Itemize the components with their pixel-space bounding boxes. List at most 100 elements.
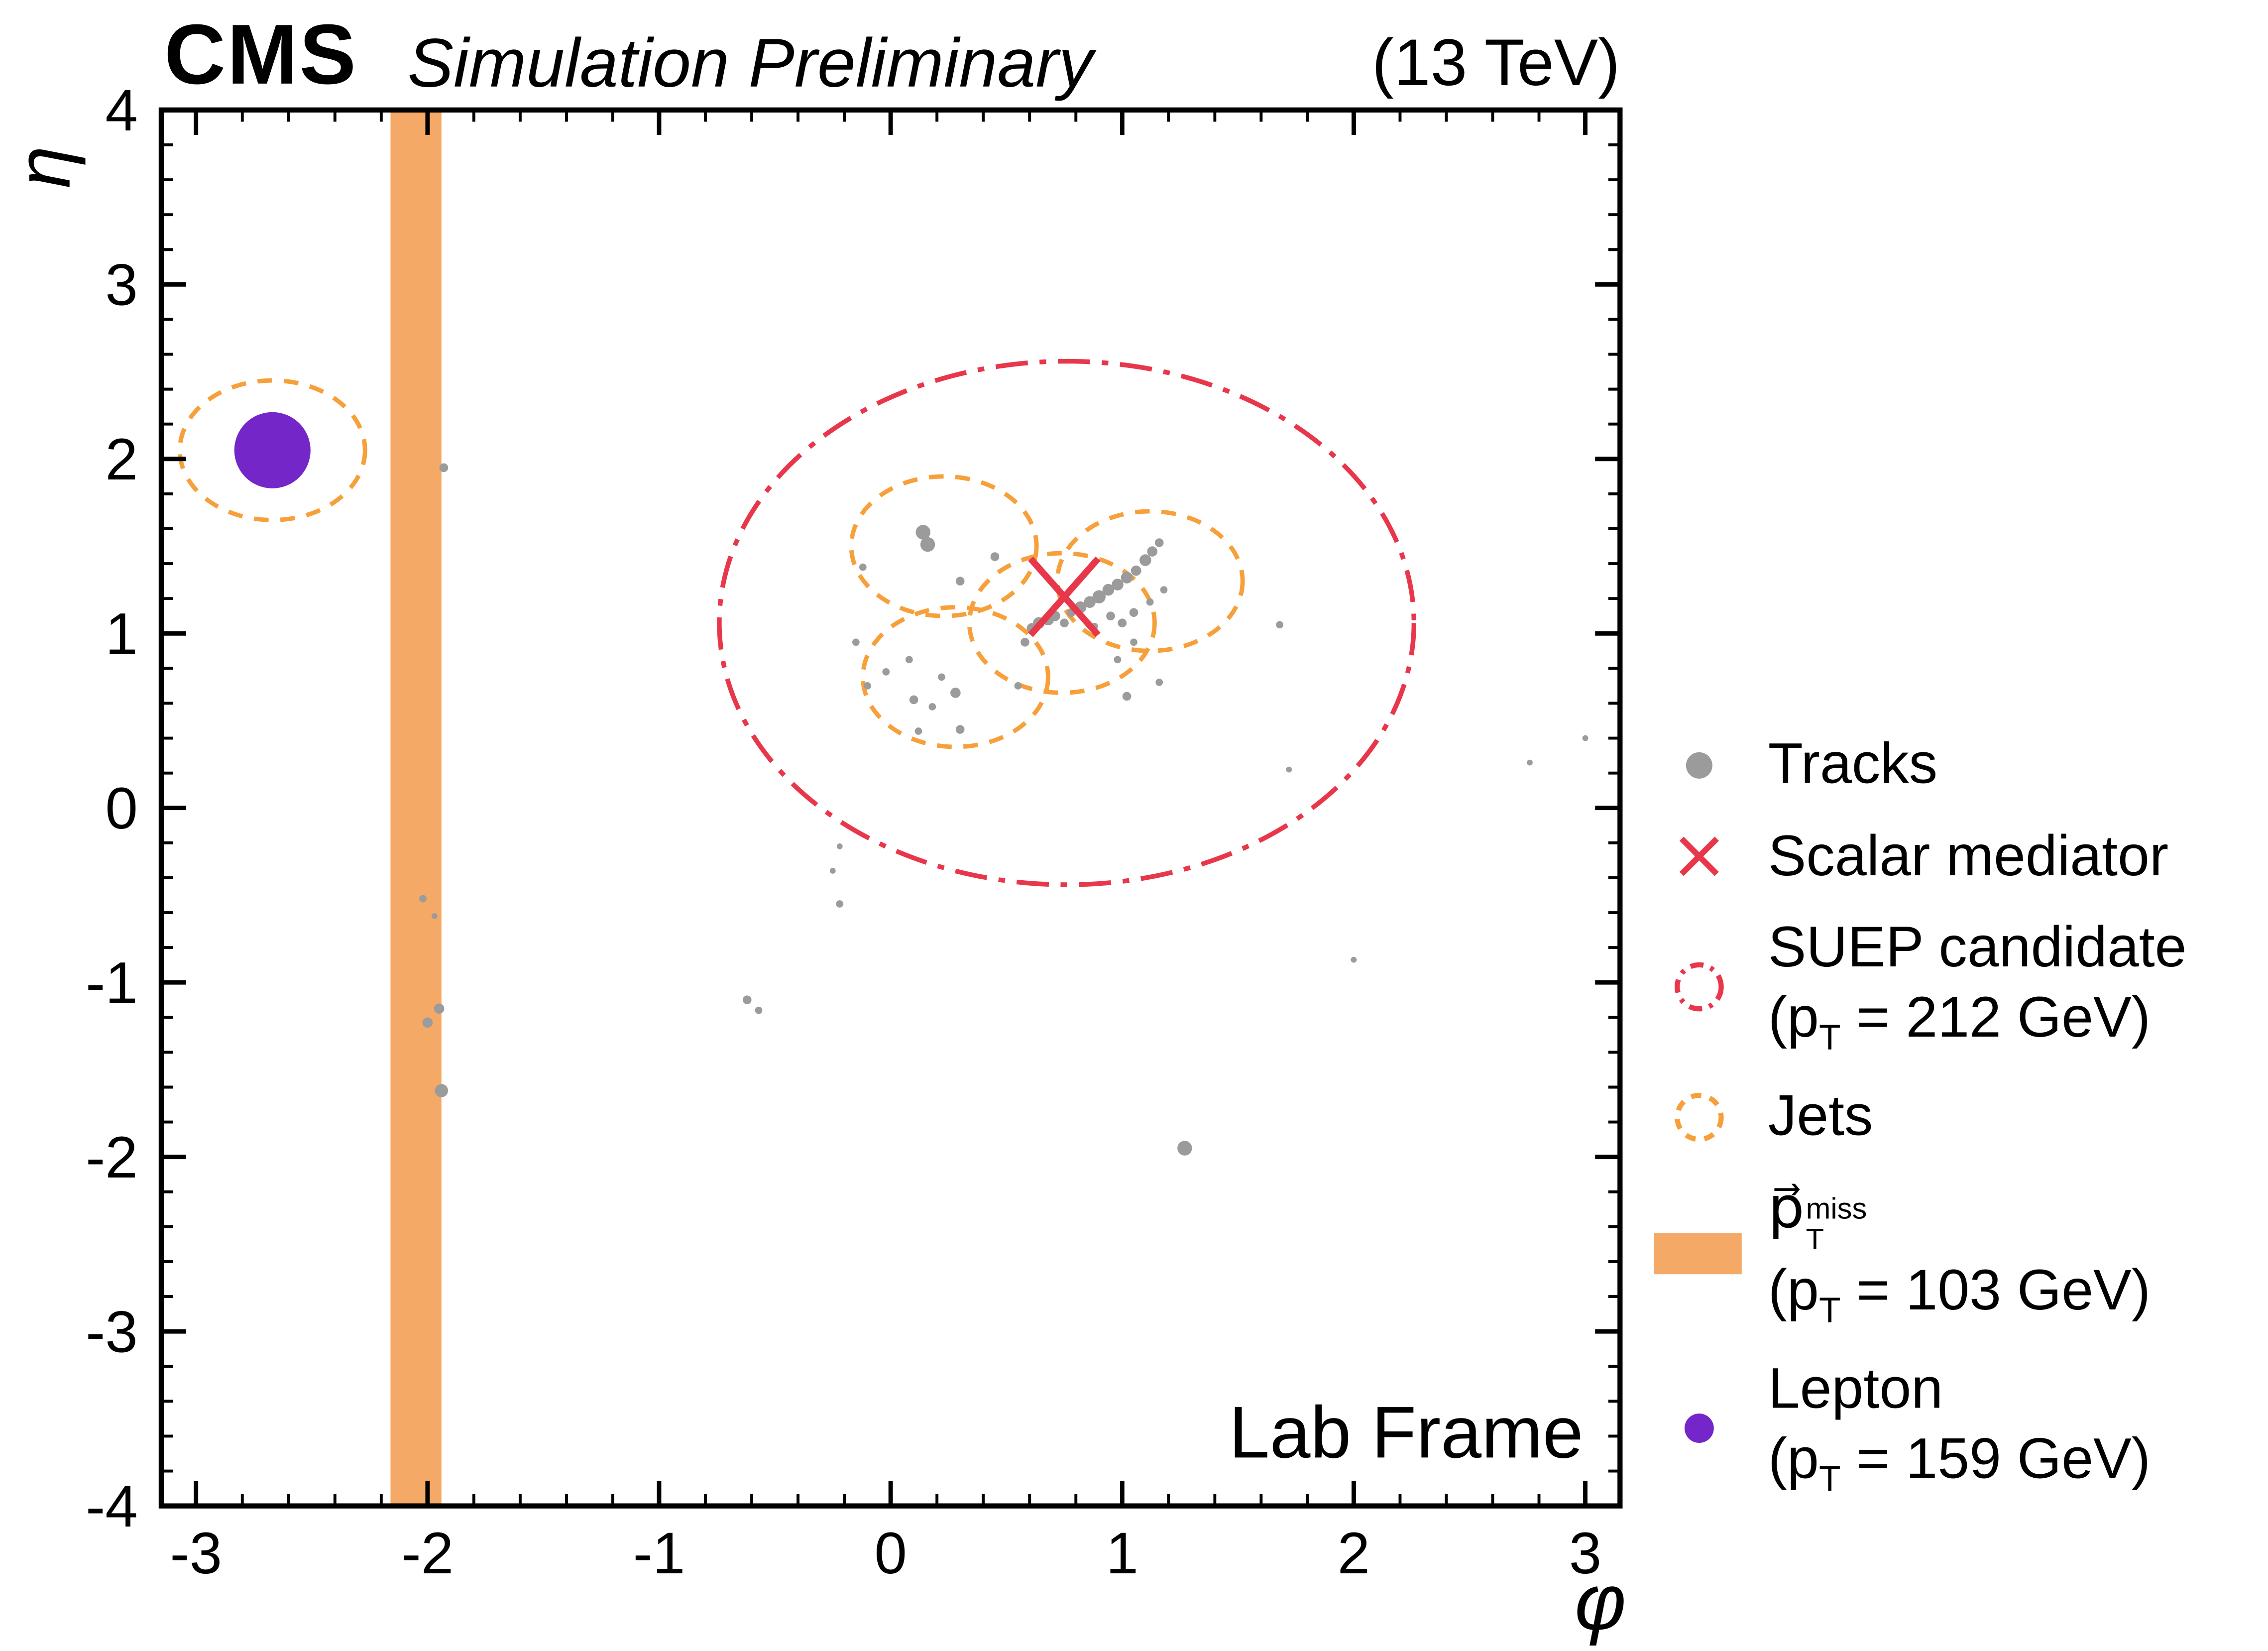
track-point [742, 995, 752, 1005]
legend-label-suep-candidate: SUEP candidate (pT = 212 GeV) [1768, 917, 2187, 1058]
x-tick-label: 0 [874, 1520, 907, 1586]
legend-item-lepton: Lepton (pT = 159 GeV) [1651, 1355, 2186, 1501]
legend-label-tracks: Tracks [1768, 733, 1938, 797]
track-point [836, 843, 843, 849]
legend-label-jets: Jets [1768, 1085, 1873, 1149]
met-band [390, 110, 442, 1506]
track-point [914, 727, 922, 735]
track-point [1122, 692, 1132, 701]
jet-ellipse [849, 474, 1039, 618]
cms-logo-text: CMS [164, 7, 358, 103]
lepton-marker [234, 412, 311, 488]
track-point [431, 913, 438, 919]
y-tick-label: 0 [105, 775, 138, 841]
track-point [920, 537, 935, 552]
x-tick-label: -1 [633, 1520, 685, 1586]
y-tick-label: 4 [105, 77, 138, 143]
axis-frame [158, 107, 1623, 1509]
track-point [882, 668, 890, 676]
track-point [928, 703, 936, 710]
lab-frame-label: Lab Frame [1229, 1391, 1584, 1474]
track-point [1112, 579, 1124, 590]
jet-ellipse [1055, 509, 1245, 653]
track-point [755, 1006, 763, 1014]
track-point [1084, 596, 1096, 608]
track-point [1146, 598, 1154, 606]
track-point [419, 895, 427, 903]
legend-label-scalar-mediator: Scalar mediator [1768, 825, 2169, 888]
track-point [905, 656, 913, 664]
lepton-marker-icon [1651, 1399, 1747, 1457]
legend-item-met: p⃗ miss T (pT = 103 GeV) [1651, 1175, 2186, 1333]
track-point [1121, 572, 1133, 584]
x-tick-label: 1 [1106, 1520, 1139, 1586]
jet-ellipse [177, 378, 367, 522]
track-point [1014, 682, 1022, 690]
track-point [422, 1017, 433, 1028]
legend-label-lepton: Lepton (pT = 159 GeV) [1768, 1358, 2151, 1499]
track-point [1155, 679, 1163, 686]
track-point [1582, 735, 1588, 741]
track-point [938, 673, 945, 681]
energy-label: (13 TeV) [1371, 25, 1620, 100]
x-axis-title-phi: φ [1575, 1558, 1626, 1647]
y-tick-label: -4 [86, 1473, 138, 1539]
track-point [864, 682, 871, 690]
legend-label-met: p⃗ miss T (pT = 103 GeV) [1768, 1178, 2151, 1331]
scalar-mediator-marker-icon [1651, 825, 1747, 889]
x-tick-label: 2 [1338, 1520, 1370, 1586]
track-point [859, 563, 867, 571]
track-point [1527, 759, 1533, 766]
met-band-layer [390, 110, 442, 1506]
track-point [829, 868, 836, 874]
y-tick-label: 1 [105, 601, 138, 667]
legend-item-jets: Jets [1651, 1082, 2186, 1153]
track-point [1160, 586, 1168, 594]
track-point [1351, 956, 1357, 963]
track-point [439, 463, 449, 472]
track-point [836, 900, 844, 908]
legend-item-tracks: Tracks [1651, 730, 2186, 800]
track-point [852, 638, 860, 646]
track-point [1177, 1141, 1192, 1156]
track-point [1276, 621, 1283, 629]
y-tick-label: -1 [86, 949, 138, 1015]
track-point [1139, 554, 1151, 566]
track-point [990, 552, 1000, 561]
suep-candidate-ellipse [717, 358, 1417, 887]
legend-item-scalar-mediator: Scalar mediator [1651, 822, 2186, 892]
track-point [915, 525, 930, 540]
x-tick-label: 3 [1569, 1520, 1602, 1586]
met-marker-icon [1651, 1224, 1747, 1283]
track-point [1147, 546, 1158, 557]
track-point [1114, 656, 1122, 664]
x-tick-label: -2 [401, 1520, 454, 1586]
track-point [909, 695, 918, 705]
track-point [1154, 538, 1164, 547]
track-point [1286, 766, 1292, 773]
y-tick-label: 2 [105, 426, 138, 492]
suep-candidate-marker-icon [1651, 952, 1747, 1022]
track-point [955, 725, 965, 734]
track-point [435, 1084, 449, 1097]
suep-candidate-layer [717, 358, 1417, 887]
jet-ellipse [860, 605, 1050, 749]
track-point [950, 688, 961, 698]
track-point [1130, 638, 1137, 646]
track-point [1118, 618, 1127, 628]
track-point [1060, 618, 1069, 628]
track-point [955, 577, 965, 586]
track-point [1106, 611, 1115, 621]
simulation-preliminary-label: Simulation Preliminary [407, 23, 1093, 102]
jets-layer [177, 378, 1245, 749]
x-tick-label: -3 [170, 1520, 222, 1586]
track-point [1102, 584, 1115, 596]
track-point [1131, 565, 1141, 576]
jet-ellipse [967, 551, 1157, 695]
y-axis-title-eta: η [2, 146, 88, 189]
y-tick-label: -3 [86, 1298, 138, 1364]
lepton-layer [234, 412, 311, 488]
scalar-mediator-layer [1028, 556, 1101, 637]
